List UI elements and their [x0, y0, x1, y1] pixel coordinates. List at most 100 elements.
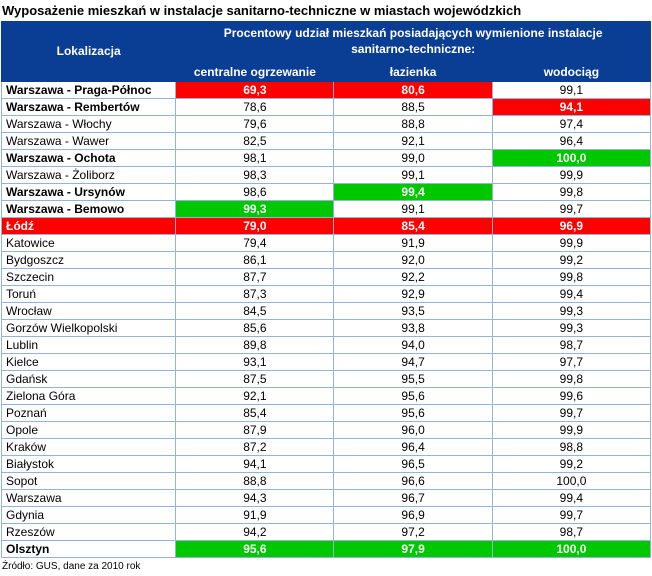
- table-row: Warszawa - Żoliborz 98,3 99,1 99,9: [0, 166, 652, 184]
- table-row: Opole 87,9 96,0 99,9: [0, 421, 652, 439]
- table-row: Warszawa - Ursynów 98,6 99,4 99,8: [0, 183, 652, 201]
- row-value-cell: 86,1: [175, 251, 335, 269]
- table-row: Gdańsk 87,5 95,5 99,8: [0, 370, 652, 388]
- row-location-label: Kielce: [0, 353, 177, 371]
- table-row: Warszawa - Ochota 98,1 99,0 100,0: [0, 149, 652, 167]
- row-value-cell: 98,6: [175, 183, 335, 201]
- table-row: Warszawa - Praga-Północ 69,3 80,6 99,1: [0, 81, 652, 99]
- row-value-cell: 89,8: [175, 336, 335, 354]
- row-value-cell: 99,9: [491, 421, 652, 439]
- row-location-label: Warszawa - Ursynów: [0, 183, 177, 201]
- row-value-cell: 94,7: [333, 353, 493, 371]
- row-value-cell: 85,4: [333, 217, 493, 235]
- row-value-cell: 97,4: [491, 115, 652, 133]
- row-location-label: Łódź: [0, 217, 177, 235]
- table-header: Lokalizacja Procentowy udział mieszkań p…: [0, 21, 652, 82]
- row-location-label: Zielona Góra: [0, 387, 177, 405]
- row-value-cell: 79,0: [175, 217, 335, 235]
- row-location-label: Warszawa: [0, 489, 177, 507]
- row-value-cell: 98,1: [175, 149, 335, 167]
- row-value-cell: 97,2: [333, 523, 493, 541]
- row-location-label: Toruń: [0, 285, 177, 303]
- column-header-location: Lokalizacja: [0, 21, 177, 82]
- row-value-cell: 93,5: [333, 302, 493, 320]
- row-value-cell: 88,5: [333, 98, 493, 116]
- row-value-cell: 84,5: [175, 302, 335, 320]
- row-value-cell: 99,0: [333, 149, 493, 167]
- row-location-label: Wrocław: [0, 302, 177, 320]
- table-row: Olsztyn 95,6 97,9 100,0: [0, 540, 652, 558]
- row-value-cell: 99,1: [491, 81, 652, 99]
- row-value-cell: 99,7: [491, 200, 652, 218]
- row-location-label: Poznań: [0, 404, 177, 422]
- row-value-cell: 100,0: [491, 149, 652, 167]
- row-location-label: Gdynia: [0, 506, 177, 524]
- row-value-cell: 99,4: [491, 285, 652, 303]
- row-value-cell: 91,9: [333, 234, 493, 252]
- table-row: Poznań 85,4 95,6 99,7: [0, 404, 652, 422]
- row-location-label: Szczecin: [0, 268, 177, 286]
- row-value-cell: 93,8: [333, 319, 493, 337]
- row-value-cell: 98,7: [491, 523, 652, 541]
- table-row: Rzeszów 94,2 97,2 98,7: [0, 523, 652, 541]
- row-value-cell: 99,3: [175, 200, 335, 218]
- row-location-label: Opole: [0, 421, 177, 439]
- table-row: Katowice 79,4 91,9 99,9: [0, 234, 652, 252]
- table-row: Białystok 94,1 96,5 99,2: [0, 455, 652, 473]
- row-value-cell: 99,9: [491, 166, 652, 184]
- table-row: Warszawa - Włochy 79,6 88,8 97,4: [0, 115, 652, 133]
- column-header-bathroom: łazienka: [333, 62, 493, 82]
- table-row: Bydgoszcz 86,1 92,0 99,2: [0, 251, 652, 269]
- row-value-cell: 98,8: [491, 438, 652, 456]
- row-location-label: Warszawa - Włochy: [0, 115, 177, 133]
- row-value-cell: 87,9: [175, 421, 335, 439]
- row-location-label: Olsztyn: [0, 540, 177, 558]
- table-row: Gorzów Wielkopolski 85,6 93,8 99,3: [0, 319, 652, 337]
- row-value-cell: 99,7: [491, 404, 652, 422]
- row-value-cell: 99,2: [491, 455, 652, 473]
- row-value-cell: 99,4: [491, 489, 652, 507]
- table-row: Sopot 88,8 96,6 100,0: [0, 472, 652, 490]
- row-value-cell: 98,3: [175, 166, 335, 184]
- column-header-water-supply: wodociąg: [491, 62, 652, 82]
- row-value-cell: 99,1: [333, 166, 493, 184]
- page-title: Wyposażenie mieszkań w instalacje sanita…: [2, 3, 522, 18]
- table-row: Warszawa - Rembertów 78,6 88,5 94,1: [0, 98, 652, 116]
- row-value-cell: 96,4: [333, 438, 493, 456]
- row-value-cell: 95,6: [333, 387, 493, 405]
- table-body: Warszawa - Praga-Północ 69,3 80,6 99,1 Warsz…: [0, 81, 652, 558]
- row-location-label: Lublin: [0, 336, 177, 354]
- table-row: Warszawa - Wawer 82,5 92,1 96,4: [0, 132, 652, 150]
- source-note: Źródło: GUS, dane za 2010 rok: [2, 561, 141, 572]
- row-value-cell: 98,7: [491, 336, 652, 354]
- row-value-cell: 99,2: [491, 251, 652, 269]
- row-value-cell: 97,7: [491, 353, 652, 371]
- row-value-cell: 96,9: [491, 217, 652, 235]
- row-value-cell: 92,9: [333, 285, 493, 303]
- row-value-cell: 96,4: [491, 132, 652, 150]
- row-value-cell: 94,0: [333, 336, 493, 354]
- row-location-label: Gdańsk: [0, 370, 177, 388]
- row-value-cell: 95,6: [175, 540, 335, 558]
- table-row: Łódź 79,0 85,4 96,9: [0, 217, 652, 235]
- row-location-label: Katowice: [0, 234, 177, 252]
- row-value-cell: 87,7: [175, 268, 335, 286]
- table-row: Warszawa 94,3 96,7 99,4: [0, 489, 652, 507]
- row-value-cell: 87,3: [175, 285, 335, 303]
- row-value-cell: 99,8: [491, 370, 652, 388]
- row-location-label: Rzeszów: [0, 523, 177, 541]
- row-location-label: Warszawa - Rembertów: [0, 98, 177, 116]
- row-location-label: Bydgoszcz: [0, 251, 177, 269]
- table-row: Kraków 87,2 96,4 98,8: [0, 438, 652, 456]
- row-value-cell: 82,5: [175, 132, 335, 150]
- row-value-cell: 99,3: [491, 319, 652, 337]
- row-value-cell: 96,9: [333, 506, 493, 524]
- row-value-cell: 99,3: [491, 302, 652, 320]
- row-value-cell: 99,9: [491, 234, 652, 252]
- column-header-central-heating: centralne ogrzewanie: [175, 62, 335, 82]
- row-value-cell: 88,8: [175, 472, 335, 490]
- row-value-cell: 97,9: [333, 540, 493, 558]
- row-location-label: Warszawa - Żoliborz: [0, 166, 177, 184]
- row-location-label: Warszawa - Wawer: [0, 132, 177, 150]
